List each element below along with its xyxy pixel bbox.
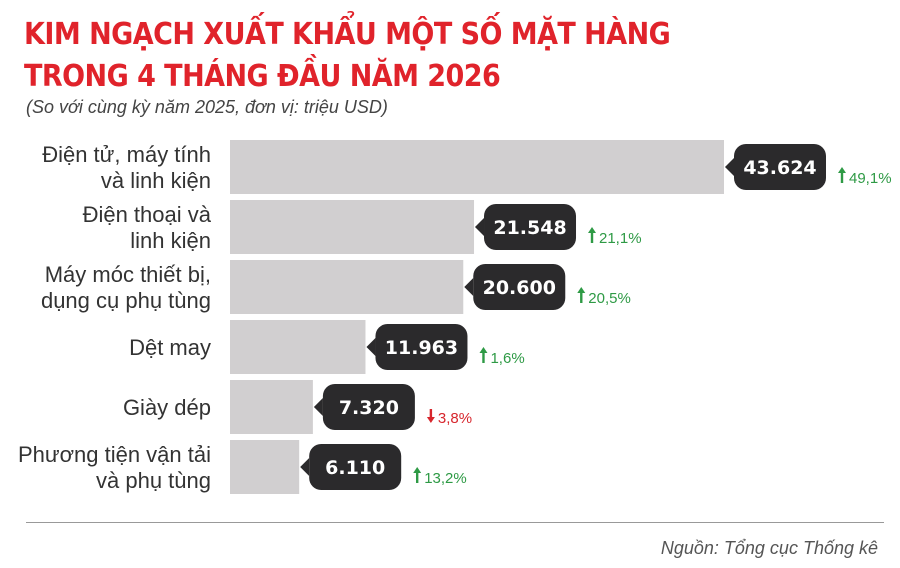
chart-title-line-2: TRONG 4 THÁNG ĐẦU NĂM 2026 [24, 59, 501, 94]
value-bubble-pointer [300, 458, 310, 476]
bar [230, 140, 724, 194]
arrow-up-icon [413, 467, 422, 473]
value-bubble [322, 384, 415, 430]
category-label: Điện thoại và [83, 202, 212, 227]
category-label: Giày dép [123, 395, 211, 420]
value-bubble-pointer [366, 338, 376, 356]
value-bubble [309, 444, 402, 490]
value-bubble [473, 264, 566, 310]
bar [230, 260, 464, 314]
value-bubble [375, 324, 468, 370]
change-label: 13,2% [424, 470, 467, 487]
chart-title-line-1: KIM NGẠCH XUẤT KHẨU MỘT SỐ MẶT HÀNG [24, 17, 671, 52]
value-label: 7.320 [339, 397, 399, 419]
arrow-down-icon [426, 417, 435, 423]
change-label: 1,6% [490, 350, 524, 367]
category-label: và phụ tùng [96, 468, 211, 493]
category-label: Dệt may [129, 335, 211, 360]
change-label: 3,8% [438, 410, 472, 427]
chart-title: KIM NGẠCH XUẤT KHẨU MỘT SỐ MẶT HÀNG TRON… [24, 14, 671, 98]
value-label: 11.963 [385, 337, 458, 359]
arrow-down-icon-stem [429, 409, 433, 419]
value-label: 43.624 [743, 157, 816, 179]
arrow-up-icon-stem [840, 172, 844, 183]
source-note: Nguồn: Tổng cục Thống kê [660, 538, 878, 558]
value-label: 20.600 [483, 277, 556, 299]
bar [230, 200, 475, 254]
category-label: Phương tiện vận tải [18, 442, 211, 467]
chart-subtitle: (So với cùng kỳ năm 2025, đơn vị: triệu … [26, 97, 388, 117]
change-label: 20,5% [588, 290, 631, 307]
value-bubble-pointer [725, 158, 734, 176]
category-label: Máy móc thiết bị, [45, 262, 211, 287]
category-label: linh kiện [130, 228, 211, 253]
category-label: dụng cụ phụ tùng [41, 288, 211, 313]
arrow-up-icon-stem [590, 232, 594, 243]
arrow-up-icon [479, 347, 488, 353]
footer-divider [26, 522, 884, 523]
value-bubble-pointer [464, 278, 474, 296]
value-label: 21.548 [493, 217, 566, 239]
change-label: 21,1% [599, 230, 642, 247]
bar [230, 380, 313, 434]
value-bubble-pointer [313, 398, 323, 416]
category-label: và linh kiện [101, 168, 211, 193]
value-bubble-pointer [475, 218, 485, 236]
arrow-up-icon-stem [415, 472, 419, 483]
arrow-up-icon [588, 227, 597, 233]
category-label: Điện tử, máy tính [42, 142, 211, 167]
bar [230, 320, 366, 374]
value-bubble [484, 204, 577, 250]
bar [230, 440, 300, 494]
value-bubble [734, 144, 826, 190]
arrow-up-icon-stem [580, 292, 583, 303]
arrow-up-icon [838, 167, 846, 173]
value-label: 6.110 [325, 457, 385, 479]
arrow-up-icon [577, 287, 586, 293]
arrow-up-icon-stem [482, 352, 485, 363]
change-label: 49,1% [849, 170, 892, 187]
